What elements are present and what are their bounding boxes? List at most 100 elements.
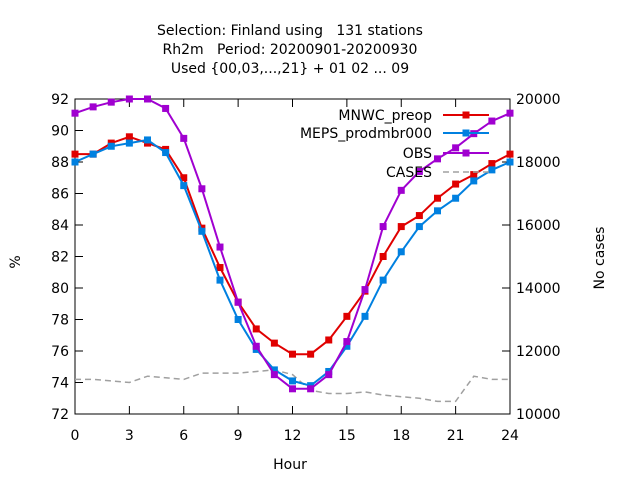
legend-label-cases: CASES	[386, 165, 432, 181]
data-point-obs	[180, 134, 188, 142]
data-point-obs	[343, 338, 351, 346]
data-point-meps-prodmbr000	[379, 276, 387, 284]
y2-axis-ticks: 10000 12000 14000 16000 18000 20000	[502, 92, 561, 423]
data-point-obs	[71, 109, 79, 117]
x-tick-label: 18	[392, 428, 410, 444]
data-point-mnwc-preop	[307, 350, 315, 358]
y2-tick-label: 18000	[516, 155, 561, 171]
data-point-mnwc-preop	[379, 253, 387, 260]
title-line-1: Selection: Finland using 131 stations	[157, 23, 423, 39]
data-point-meps-prodmbr000	[71, 158, 79, 166]
series-line-mnwc-preop	[75, 135, 511, 356]
y2-tick-label: 10000	[516, 407, 561, 423]
data-point-obs	[434, 155, 441, 163]
data-point-obs	[270, 371, 278, 379]
data-point-mnwc-preop	[488, 160, 496, 168]
data-point-obs	[307, 385, 315, 393]
legend-marker-mnwc-preop	[462, 111, 470, 119]
data-point-mnwc-preop	[325, 336, 333, 344]
y-tick-label: 78	[51, 313, 69, 329]
y-axis-ticks: 72 74 76 78 80 82 84 86 88 90 92	[51, 92, 83, 423]
data-point-mnwc-preop	[415, 212, 423, 220]
y2-tick-label: 16000	[516, 218, 561, 234]
x-tick-label: 0	[71, 428, 80, 444]
data-point-mnwc-preop	[71, 150, 79, 158]
data-point-meps-prodmbr000	[506, 158, 514, 166]
data-point-meps-prodmbr000	[470, 177, 478, 185]
data-point-meps-prodmbr000	[434, 207, 441, 215]
legend-marker-obs	[462, 149, 470, 157]
x-tick-label: 21	[447, 428, 465, 444]
x-axis-label: Hour	[273, 457, 307, 473]
x-tick-label: 24	[501, 428, 519, 444]
title-line-3: Used {00,03,...,21} + 01 02 ... 09	[171, 61, 409, 77]
y2-tick-label: 20000	[516, 92, 561, 108]
y-tick-label: 74	[51, 376, 69, 392]
legend-label-meps: MEPS_prodmbr000	[300, 126, 432, 142]
x-tick-label: 12	[284, 428, 302, 444]
series-line-meps-prodmbr000	[74, 138, 511, 387]
y2-tick-label: 14000	[516, 281, 561, 297]
data-point-meps-prodmbr000	[488, 166, 496, 174]
data-point-mnwc-preop	[216, 264, 224, 272]
chart-title: Selection: Finland using 131 stations Rh…	[157, 23, 423, 77]
data-point-meps-prodmbr000	[180, 182, 188, 190]
data-point-meps-prodmbr000	[289, 377, 296, 385]
legend-marker-meps-prodmbr000	[462, 129, 470, 137]
data-point-obs	[125, 95, 133, 103]
y-tick-label: 72	[51, 407, 69, 423]
legend-samples	[443, 111, 489, 173]
y-tick-label: 90	[51, 124, 69, 140]
data-point-mnwc-preop	[270, 339, 278, 347]
data-point-meps-prodmbr000	[162, 149, 170, 157]
series-line-obs	[74, 98, 511, 390]
y-tick-label: 80	[51, 281, 69, 297]
data-point-meps-prodmbr000	[144, 136, 151, 144]
data-point-mnwc-preop	[125, 133, 133, 141]
data-point-meps-prodmbr000	[270, 366, 278, 374]
data-point-meps-prodmbr000	[216, 276, 224, 284]
data-point-mnwc-preop	[452, 180, 460, 188]
data-point-obs	[234, 298, 242, 306]
data-point-obs	[325, 371, 333, 379]
y-tick-label: 88	[51, 155, 69, 171]
data-point-mnwc-preop	[470, 171, 478, 179]
data-point-meps-prodmbr000	[361, 312, 369, 320]
x-tick-label: 3	[125, 428, 134, 444]
data-point-meps-prodmbr000	[198, 227, 206, 235]
data-point-obs	[397, 186, 405, 194]
data-point-meps-prodmbr000	[343, 342, 351, 350]
data-point-obs	[415, 167, 423, 175]
data-point-obs	[216, 243, 224, 251]
data-point-mnwc-preop	[434, 194, 441, 202]
x-axis-ticks: 0 3 6 9 12 15 18 21 24	[71, 99, 519, 444]
data-point-obs	[506, 109, 514, 117]
data-point-mnwc-preop	[343, 312, 351, 320]
x-tick-label: 15	[338, 428, 356, 444]
y-tick-label: 84	[51, 218, 69, 234]
data-point-meps-prodmbr000	[452, 194, 460, 202]
data-point-meps-prodmbr000	[415, 223, 423, 231]
data-point-obs	[379, 223, 387, 231]
x-tick-label: 9	[234, 428, 243, 444]
data-point-mnwc-preop	[252, 325, 260, 333]
data-point-obs	[252, 342, 260, 350]
data-point-obs	[452, 144, 460, 152]
data-point-obs	[361, 286, 369, 294]
data-point-obs	[289, 385, 296, 393]
y-axis-label: %	[8, 255, 24, 268]
data-point-obs	[162, 104, 170, 112]
data-point-meps-prodmbr000	[234, 316, 242, 323]
y2-axis-label: No cases	[592, 227, 608, 290]
data-point-meps-prodmbr000	[89, 150, 97, 158]
data-point-obs	[107, 98, 115, 106]
data-point-obs	[89, 103, 97, 111]
x-tick-label: 6	[179, 428, 188, 444]
data-point-meps-prodmbr000	[125, 139, 133, 147]
data-point-mnwc-preop	[506, 150, 514, 158]
plot-area-border	[74, 98, 511, 415]
data-point-obs	[488, 117, 496, 125]
legend: MNWC_preop MEPS_prodmbr000 OBS CASES	[300, 108, 489, 181]
y-tick-label: 92	[51, 92, 69, 108]
